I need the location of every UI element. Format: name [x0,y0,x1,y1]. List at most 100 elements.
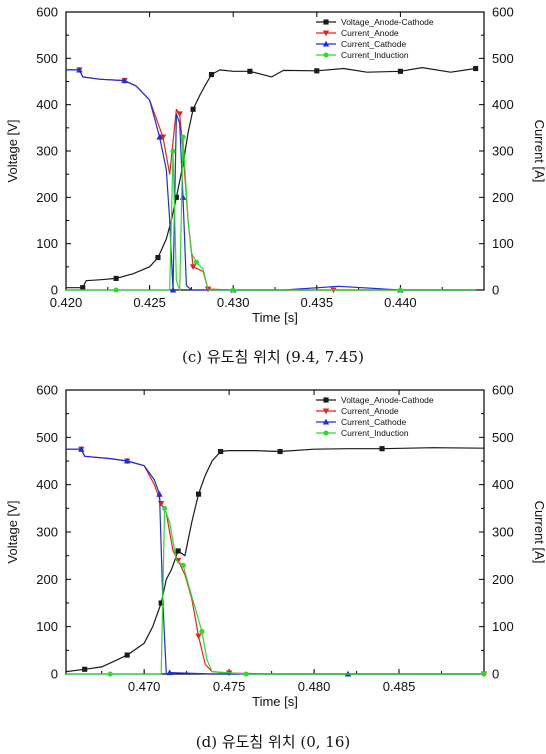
chart-d-legend-label-1: Current_Anode [341,406,399,416]
chart-d-series-1-point [157,501,165,507]
chart-d-series-0-point [175,548,181,554]
chart-d-ytick-left-label: 100 [36,619,58,634]
chart-d-series-2-point [123,457,131,464]
chart-c-series-3-point [113,287,119,293]
chart-d-y-axis-right-title: Current [A] [532,501,546,564]
chart-c-y-axis-right-title: Current [A] [532,120,546,183]
chart-c-series-0-point [208,71,215,78]
chart-c-legend-label-2: Current_Cathode [341,39,406,49]
chart-c-series-1-point [189,264,197,271]
chart-panel-c: 0 0 100 100 200 200 300 300 400 400 500 500 600 600 0.… [5,5,546,367]
chart-c-legend-marker-0 [323,19,329,25]
chart-c-series-line-0 [66,66,476,289]
chart-d-series-0-point [124,652,130,658]
chart-d-legend-marker-2 [322,418,330,425]
chart-c-series-0-point [113,275,119,281]
chart-d-y-axis-left-title: Voltage [V] [5,501,20,564]
chart-d-series-0-point [82,666,88,672]
chart-c-ytick-right-label: 300 [492,144,514,159]
chart-d-ytick-left-label: 0 [51,667,58,682]
chart-c-series-2-point [156,133,163,140]
chart-c-ytick-left-label: 100 [36,236,58,251]
chart-c-xtick-label: 0.430 [217,295,250,310]
chart-d-ytick-left-label: 500 [36,430,58,445]
chart-d-xtick-label: 0.480 [298,679,331,694]
chart-c-ytick-right-label: 400 [492,97,514,112]
chart-c-plot: 0 0 100 100 200 200 300 300 400 400 500 500 600 600 0.… [5,5,546,326]
chart-c-x-axis-title: Time [s] [252,310,298,325]
chart-c-ytick-left-label: 400 [36,97,58,112]
chart-d-xtick-label: 0.470 [128,679,161,694]
chart-c-series-0-point [314,68,320,74]
chart-d-ytick-left-label: 600 [36,383,58,398]
chart-d-legend-label-0: Voltage_Anode-Cathode [341,395,434,405]
chart-c-xtick-label: 0.440 [384,295,417,310]
chart-d-ytick-left-label: 200 [36,572,58,587]
chart-c-xtick-label: 0.435 [301,295,334,310]
chart-d-series-2-point [156,490,163,497]
chart-d-ytick-left-label: 300 [36,525,58,540]
chart-c-xtick-label: 0.425 [133,295,166,310]
chart-d-xtick-label: 0.475 [213,679,246,694]
chart-d-legend-label-3: Current_Induction [341,428,409,438]
chart-d-series-line-1 [66,448,484,675]
chart-d-ytick-right-label: 500 [492,430,514,445]
chart-c-ytick-right-label: 500 [492,51,514,66]
chart-c-series-line-3 [66,136,476,291]
chart-d-series-0-point [218,448,224,455]
chart-d-ytick-right-label: 300 [492,525,514,540]
chart-d-series-2-point [78,445,85,452]
chart-d-series-0-point [379,446,385,452]
chart-d-series-0-point [158,600,164,606]
chart-c-series-0-point [80,285,86,291]
chart-d-caption: (d) 유도침 위치 (0, 16) [195,733,351,751]
chart-c-caption: (c) 유도침 위치 (9.4, 7.45) [182,348,364,366]
chart-c-series-line-1 [66,69,476,291]
chart-d-legend-marker-3 [323,430,329,436]
chart-d-legend-marker-1 [322,408,330,415]
chart-c-ytick-left-label: 300 [36,144,58,159]
chart-c-ytick-right-label: 600 [492,5,514,20]
chart-c-series-line-2 [66,69,476,291]
chart-d-ytick-right-label: 100 [492,619,514,634]
chart-d-series-2-point [166,669,173,676]
chart-c-ytick-right-label: 0 [492,283,499,298]
chart-c-series-3-point [230,287,236,293]
chart-c-series-0-point [155,255,161,261]
chart-c-ytick-left-label: 200 [36,190,58,205]
chart-d-series-3-point [481,671,487,677]
chart-c-xtick-label: 0.420 [50,295,83,310]
chart-d-ytick-right-label: 400 [492,477,514,492]
chart-c-series-0-point [173,194,179,200]
chart-c-series-0-point [190,106,196,112]
chart-d-xtick-label: 0.485 [383,679,416,694]
chart-c-series-1-point [159,134,167,141]
chart-d-ytick-right-label: 0 [492,667,499,682]
chart-d-series-line-3 [66,507,484,675]
chart-d-plot-frame [65,389,485,675]
chart-d-series-3-point [180,562,186,568]
chart-c-ytick-right-label: 100 [492,236,514,251]
chart-c-ytick-left-label: 600 [36,5,58,20]
chart-c-series-2-point [121,77,128,84]
chart-d-series-3-point [161,505,168,511]
chart-panel-d: 0 0 100 100 200 200 300 300 400 400 500 500 600 600 0.… [0,377,546,754]
chart-c-plot-frame [65,11,485,291]
chart-c-ytick-left-label: 500 [36,51,58,66]
chart-d-series-line-0 [65,447,485,673]
chart-c-legend-marker-2 [322,40,330,47]
chart-d-ytick-left-label: 400 [36,477,58,492]
chart-d-series-3-point [243,671,249,677]
chart-c-series-3-point [397,287,403,293]
chart-c-legend-marker-1 [322,30,330,37]
chart-d-ytick-right-label: 600 [492,383,514,398]
chart-d-series-3-point [107,671,113,677]
chart-d-series-0-point [195,491,202,497]
chart-d-series-0-point [277,448,283,455]
chart-c-legend-label-3: Current_Induction [341,50,409,60]
chart-d-x-axis-title: Time [s] [252,694,298,709]
chart-c-ytick-right-label: 200 [492,190,514,205]
chart-c-series-0-point [473,65,479,72]
chart-c-series-3-point [180,134,186,140]
chart-d-ytick-right-label: 200 [492,572,514,587]
